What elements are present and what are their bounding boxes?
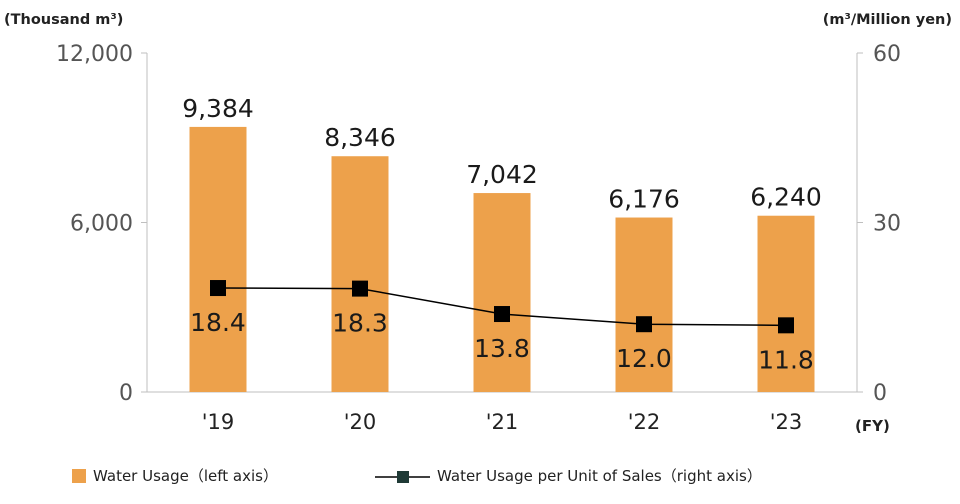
- x-axis-tick-label: '22: [628, 410, 661, 434]
- water-usage-bar-label: 6,176: [608, 185, 680, 214]
- water-usage-per-sales-label: 18.3: [332, 309, 388, 338]
- water-usage-per-sales-label: 11.8: [758, 345, 814, 374]
- water-usage-per-sales-marker: [636, 316, 652, 333]
- water-usage-bar: [473, 193, 531, 392]
- legend-line-marker: [397, 471, 409, 483]
- water-usage-bar-label: 6,240: [750, 183, 822, 212]
- water-usage-bar-label: 7,042: [466, 160, 538, 189]
- left-axis-tick-label: 6,000: [70, 212, 133, 237]
- right-axis-tick-label: 0: [873, 381, 887, 406]
- water-usage-bar: [615, 217, 673, 392]
- water-usage-per-sales-marker: [352, 280, 368, 297]
- water-usage-bar: [757, 215, 815, 392]
- x-axis-tick-label: '21: [486, 410, 519, 434]
- water-usage-bar-label: 8,346: [324, 123, 396, 152]
- water-usage-bar: [189, 126, 247, 392]
- water-usage-per-sales-label: 13.8: [474, 334, 530, 363]
- legend: Water Usage（left axis） Water Usage per U…: [72, 467, 762, 485]
- water-usage-per-sales-marker: [778, 317, 794, 334]
- left-axis-tick-label: 0: [119, 381, 133, 406]
- water-usage-per-sales-label: 18.4: [190, 308, 246, 337]
- legend-bar-swatch: [72, 469, 86, 483]
- right-axis-tick-label: 60: [873, 42, 901, 67]
- water-usage-per-sales-marker: [210, 280, 226, 297]
- legend-line-label: Water Usage per Unit of Sales（right axis…: [437, 467, 762, 485]
- x-axis-suffix-label: (FY): [855, 417, 890, 435]
- legend-bar-label: Water Usage（left axis）: [93, 467, 278, 485]
- water-usage-per-sales-marker: [494, 306, 510, 323]
- x-axis-tick-label: '23: [770, 410, 803, 434]
- water-usage-bar: [331, 156, 389, 392]
- x-axis-tick-label: '20: [344, 410, 377, 434]
- right-axis-tick-label: 30: [873, 212, 901, 237]
- x-axis-tick-label: '19: [202, 410, 235, 434]
- left-axis-tick-label: 12,000: [56, 42, 133, 67]
- left-axis-unit-label: (Thousand m³): [4, 12, 123, 28]
- water-usage-bar-label: 9,384: [182, 94, 254, 123]
- right-axis-unit-label: (m³/Million yen): [823, 12, 952, 28]
- water-usage-per-sales-label: 12.0: [616, 344, 672, 373]
